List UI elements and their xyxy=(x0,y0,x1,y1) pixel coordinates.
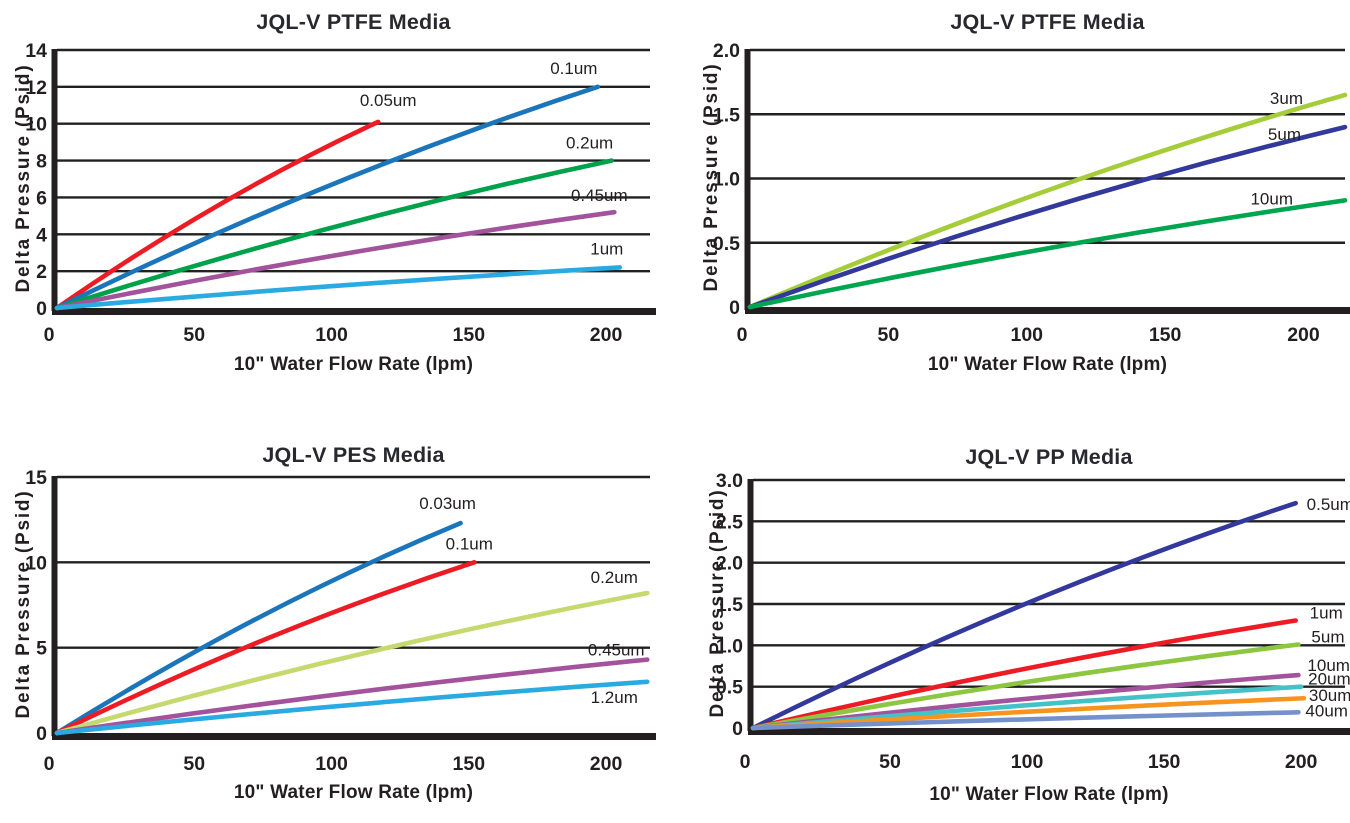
series-line-0.2um xyxy=(54,590,650,736)
series-line-0.05um xyxy=(54,119,381,311)
x-tick-label: 100 xyxy=(315,324,348,346)
series-line-0.2um xyxy=(54,158,614,311)
y-tick-label: 0 xyxy=(36,298,47,320)
x-tick-label: 200 xyxy=(590,753,623,775)
series-label-40um: 40um xyxy=(1305,701,1348,720)
chart-4-y-axis-title: Delta Pressure (Psid) xyxy=(707,488,728,718)
chart-4: 0 50 100 150 200 0 0.5 1.0 1.5 2.0 2.5 3.0 0.5um 1um 5… xyxy=(716,470,1350,773)
series-line-1um xyxy=(54,265,623,311)
chart-1-title: JQL-V PTFE Media xyxy=(256,10,451,34)
x-tick-label: 150 xyxy=(453,324,486,346)
chart-1-x-axis-title: 10" Water Flow Rate (lpm) xyxy=(233,354,474,375)
y-tick-label: 0.5 xyxy=(713,233,740,255)
series-line-0.03um xyxy=(54,520,463,736)
chart-2-title: JQL-V PTFE Media xyxy=(950,10,1145,34)
series-label-10um: 10um xyxy=(1307,656,1350,675)
series-line-0.1um xyxy=(54,84,601,311)
y-tick-label: 1.5 xyxy=(713,104,740,126)
y-tick-label: 1.0 xyxy=(716,635,743,657)
chart-3-title: JQL-V PES Media xyxy=(262,443,445,467)
series-line-0.1um xyxy=(54,560,477,736)
y-tick-label: 2.0 xyxy=(716,553,743,575)
chart-4-title: JQL-V PP Media xyxy=(965,445,1133,469)
series-label-5um: 5um xyxy=(1268,125,1301,144)
y-tick-label: 15 xyxy=(25,467,47,489)
x-tick-label: 200 xyxy=(1285,751,1318,773)
series-line-3um xyxy=(747,92,1348,310)
y-tick-label: 0 xyxy=(36,723,47,745)
series-line-5um xyxy=(747,124,1348,310)
series-label-0.45um: 0.45um xyxy=(571,186,628,205)
series-line-40um xyxy=(750,709,1301,731)
series-line-10um xyxy=(747,198,1348,310)
y-tick-label: 2 xyxy=(36,261,47,283)
x-tick-label: 150 xyxy=(453,753,486,775)
series-line-1.2um xyxy=(54,679,650,736)
series-line-0.45um xyxy=(54,657,650,736)
series-label-0.2um: 0.2um xyxy=(591,568,638,587)
x-tick-label: 50 xyxy=(878,324,900,346)
series-label-5um: 5um xyxy=(1311,628,1344,647)
y-tick-label: 3.0 xyxy=(716,470,743,492)
x-tick-label: 50 xyxy=(183,753,205,775)
y-tick-label: 2.5 xyxy=(716,511,743,533)
series-label-0.05um: 0.05um xyxy=(360,91,417,110)
x-tick-label: 50 xyxy=(879,751,901,773)
x-tick-label: 50 xyxy=(183,324,205,346)
y-tick-label: 0 xyxy=(729,297,740,319)
x-tick-label: 150 xyxy=(1148,751,1181,773)
x-tick-label: 0 xyxy=(44,753,55,775)
series-label-0.2um: 0.2um xyxy=(566,134,613,153)
x-tick-label: 100 xyxy=(1011,751,1044,773)
series-line-0.45um xyxy=(54,209,617,311)
y-tick-label: 12 xyxy=(25,77,47,99)
x-tick-label: 150 xyxy=(1149,324,1182,346)
y-tick-label: 10 xyxy=(25,114,47,136)
series-label-30um: 30um xyxy=(1309,686,1350,705)
chart-3-y-axis-title: Delta Pressure (Psid) xyxy=(13,489,34,719)
y-tick-label: 1.5 xyxy=(716,594,743,616)
x-tick-label: 200 xyxy=(1287,324,1320,346)
y-tick-label: 0 xyxy=(732,718,743,740)
y-tick-label: 8 xyxy=(36,151,47,173)
series-label-0.1um: 0.1um xyxy=(446,534,493,553)
y-tick-label: 2.0 xyxy=(713,40,740,62)
series-line-5um xyxy=(750,642,1301,731)
chart-4-x-axis-title: 10" Water Flow Rate (lpm) xyxy=(929,784,1169,805)
series-label-0.45um: 0.45um xyxy=(588,641,645,660)
y-tick-label: 10 xyxy=(25,552,47,574)
chart-2-y-axis-title: Delta Pressure (Psid) xyxy=(701,62,722,292)
y-tick-label: 14 xyxy=(25,40,47,62)
y-tick-label: 1.0 xyxy=(713,169,740,191)
series-label-0.03um: 0.03um xyxy=(419,494,476,513)
chart-2-x-axis-title: 10" Water Flow Rate (lpm) xyxy=(927,354,1168,375)
x-tick-label: 0 xyxy=(737,324,748,346)
series-label-20um: 20um xyxy=(1308,670,1350,689)
x-tick-label: 200 xyxy=(590,324,623,346)
series-label-1um: 1um xyxy=(590,239,623,258)
y-tick-label: 0.5 xyxy=(716,677,743,699)
chart-3-x-axis-title: 10" Water Flow Rate (lpm) xyxy=(233,782,474,803)
x-tick-label: 0 xyxy=(44,324,55,346)
x-tick-label: 100 xyxy=(1010,324,1043,346)
chart-1: 0 50 100 150 200 0 2 4 6 8 10 12 14 0.05um 0.1um 0.2um 0… xyxy=(25,40,656,346)
y-tick-label: 5 xyxy=(36,638,47,660)
series-label-3um: 3um xyxy=(1270,89,1303,108)
chart-3: 0 50 100 150 200 0 5 10 15 0.03um 0.1um 0.2um 0.45um… xyxy=(25,467,656,775)
series-label-1um: 1um xyxy=(1310,604,1343,623)
series-label-0.5um: 0.5um xyxy=(1307,495,1350,514)
series-label-0.1um: 0.1um xyxy=(550,59,597,78)
y-tick-label: 6 xyxy=(36,187,47,209)
series-line-0.5um xyxy=(750,500,1298,731)
x-tick-label: 0 xyxy=(740,751,751,773)
x-tick-label: 100 xyxy=(315,753,348,775)
chart-2: 0 50 100 150 200 0 0.5 1.0 1.5 2.0 3um 5um 10um xyxy=(713,40,1350,346)
y-tick-label: 4 xyxy=(36,224,47,246)
series-line-1um xyxy=(750,618,1298,731)
series-label-10um: 10um xyxy=(1250,189,1293,208)
series-label-1.2um: 1.2um xyxy=(591,688,638,707)
chart-1-y-axis-title: Delta Pressure (Psid) xyxy=(13,63,34,293)
